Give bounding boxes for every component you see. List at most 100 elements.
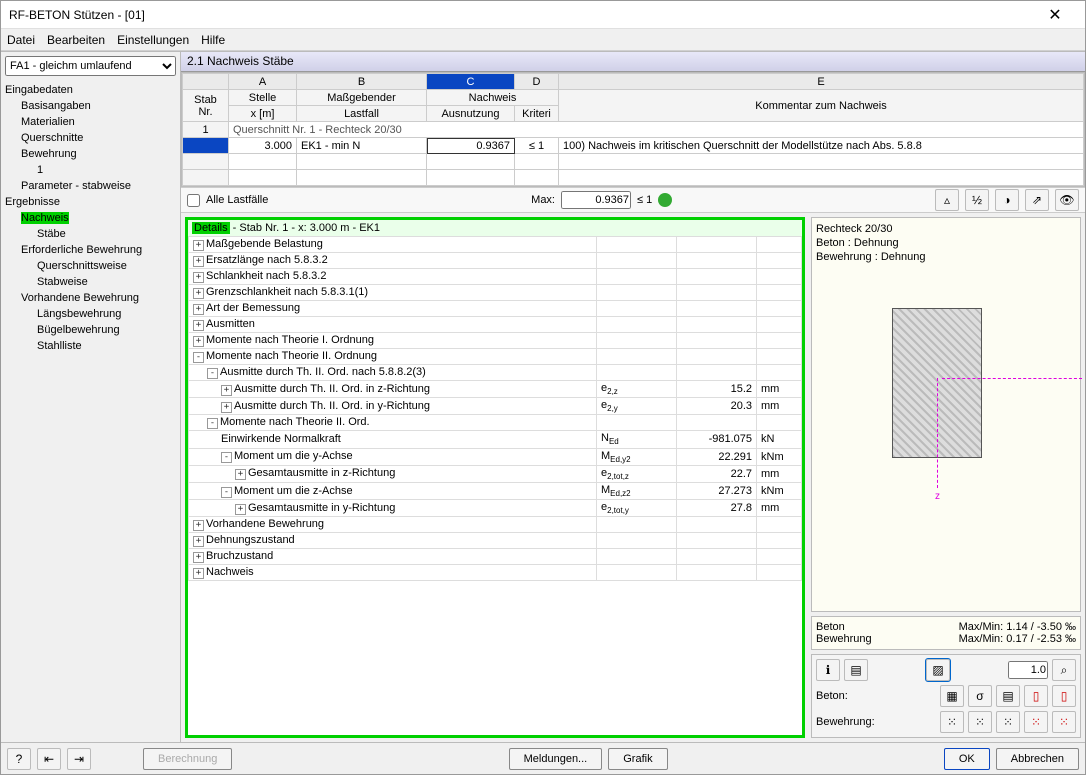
col-d[interactable]: D <box>515 74 559 90</box>
ok-button[interactable]: OK <box>944 748 990 770</box>
tree-stahlliste[interactable]: Stahlliste <box>5 338 176 354</box>
cross-section-view[interactable]: Rechteck 20/30 Beton : Dehnung Bewehrung… <box>811 217 1081 612</box>
all-loadcases-checkbox[interactable] <box>187 194 200 207</box>
tree-buegelbewehrung[interactable]: Bügelbewehrung <box>5 322 176 338</box>
tree-ergebnisse[interactable]: Ergebnisse <box>5 194 176 210</box>
col-c[interactable]: C <box>427 74 515 90</box>
details-row[interactable]: +Grenzschlankheit nach 5.8.3.1(1) <box>189 285 802 301</box>
details-row[interactable]: +Ausmitte durch Th. II. Ord. in y-Richtu… <box>189 398 802 415</box>
beton-opt-4[interactable]: ▯ <box>1024 685 1048 707</box>
details-row[interactable]: -Momente nach Theorie II. Ordnung <box>189 349 802 365</box>
menu-hilfe[interactable]: Hilfe <box>201 33 225 47</box>
bew-opt-3[interactable]: ⁙ <box>996 711 1020 733</box>
details-table[interactable]: +Maßgebende Belastung+Ersatzlänge nach 5… <box>188 236 802 581</box>
expand-icon[interactable]: + <box>193 272 204 283</box>
meldungen-button[interactable]: Meldungen... <box>509 748 603 770</box>
beton-opt-3[interactable]: ▤ <box>996 685 1020 707</box>
details-row[interactable]: +Ersatzlänge nach 5.8.3.2 <box>189 253 802 269</box>
expand-icon[interactable]: + <box>221 385 232 396</box>
details-row[interactable]: +Vorhandene Bewehrung <box>189 517 802 533</box>
expand-icon[interactable]: + <box>193 568 204 579</box>
expand-icon[interactable]: + <box>193 256 204 267</box>
tree-eingabedaten[interactable]: Eingabedaten <box>5 82 176 98</box>
details-row[interactable]: -Ausmitte durch Th. II. Ord. nach 5.8.8.… <box>189 365 802 381</box>
details-row[interactable]: +Ausmitten <box>189 317 802 333</box>
expand-icon[interactable]: + <box>193 520 204 531</box>
tree-laengsbewehrung[interactable]: Längsbewehrung <box>5 306 176 322</box>
max-value[interactable] <box>561 191 631 209</box>
filter-icon-3[interactable]: ◑ <box>995 189 1019 211</box>
bew-opt-1[interactable]: ⁙ <box>940 711 964 733</box>
col-e[interactable]: E <box>559 74 1084 90</box>
import-icon[interactable]: ⇥ <box>67 748 91 770</box>
close-icon[interactable]: ✕ <box>1033 1 1077 29</box>
zoom-input[interactable] <box>1008 661 1048 679</box>
expand-icon[interactable]: + <box>221 402 232 413</box>
collapse-icon[interactable]: - <box>221 452 232 463</box>
tree-nachweis[interactable]: Nachweis <box>21 212 69 224</box>
beton-opt-5[interactable]: ▯ <box>1052 685 1076 707</box>
collapse-icon[interactable]: - <box>193 352 204 363</box>
details-row[interactable]: +Gesamtausmitte in y-Richtunge2,tot,y27.… <box>189 500 802 517</box>
export-icon[interactable]: ⇤ <box>37 748 61 770</box>
case-selector[interactable]: FA1 - gleichm umlaufend <box>5 56 176 76</box>
abbrechen-button[interactable]: Abbrechen <box>996 748 1079 770</box>
details-row[interactable]: +Schlankheit nach 5.8.3.2 <box>189 269 802 285</box>
filter-icon-4[interactable]: ⇗ <box>1025 189 1049 211</box>
collapse-icon[interactable]: - <box>221 487 232 498</box>
grid-data-row[interactable]: 3.000 EK1 - min N 0.9367 ≤ 1 100) Nachwe… <box>183 138 1084 154</box>
tree-querschnittsweise[interactable]: Querschnittsweise <box>5 258 176 274</box>
collapse-icon[interactable]: - <box>207 418 218 429</box>
beton-opt-1[interactable]: ▦ <box>940 685 964 707</box>
bew-opt-5[interactable]: ⁙ <box>1052 711 1076 733</box>
expand-icon[interactable]: + <box>193 320 204 331</box>
expand-icon[interactable]: + <box>235 469 246 480</box>
col-a[interactable]: A <box>229 74 297 90</box>
details-row[interactable]: +Gesamtausmitte in z-Richtunge2,tot,z22.… <box>189 465 802 482</box>
details-row[interactable]: -Momente nach Theorie II. Ord. <box>189 415 802 431</box>
tree-staebe[interactable]: Stäbe <box>5 226 176 242</box>
expand-icon[interactable]: + <box>193 336 204 347</box>
beton-opt-2[interactable]: σ <box>968 685 992 707</box>
details-row[interactable]: +Bruchzustand <box>189 549 802 565</box>
tree-materialien[interactable]: Materialien <box>5 114 176 130</box>
zoom-icon[interactable]: ⌕ <box>1052 659 1076 681</box>
grid-group-row[interactable]: 1 Querschnitt Nr. 1 - Rechteck 20/30 <box>183 122 1084 138</box>
filter-icon-2[interactable]: ½ <box>965 189 989 211</box>
details-row[interactable]: Einwirkende NormalkraftNEd-981.075kN <box>189 431 802 448</box>
menu-datei[interactable]: Datei <box>7 33 35 47</box>
details-row[interactable]: +Maßgebende Belastung <box>189 237 802 253</box>
expand-icon[interactable]: + <box>193 552 204 563</box>
details-row[interactable]: +Dehnungszustand <box>189 533 802 549</box>
expand-icon[interactable]: + <box>193 304 204 315</box>
grafik-button[interactable]: Grafik <box>608 748 667 770</box>
tree-bewehrung[interactable]: Bewehrung <box>5 146 176 162</box>
col-b[interactable]: B <box>297 74 427 90</box>
expand-icon[interactable]: + <box>235 504 246 515</box>
expand-icon[interactable]: + <box>193 536 204 547</box>
help-icon[interactable]: ? <box>7 748 31 770</box>
tree-erf-bewehrung[interactable]: Erforderliche Bewehrung <box>5 242 176 258</box>
tree-stabweise[interactable]: Stabweise <box>5 274 176 290</box>
tree-bewehrung-1[interactable]: 1 <box>5 162 176 178</box>
info-icon[interactable]: ℹ <box>816 659 840 681</box>
tree-basisangaben[interactable]: Basisangaben <box>5 98 176 114</box>
details-row[interactable]: -Moment um die y-AchseMEd,y222.291kNm <box>189 448 802 465</box>
collapse-icon[interactable]: - <box>207 368 218 379</box>
details-row[interactable]: -Moment um die z-AchseMEd,z227.273kNm <box>189 482 802 499</box>
expand-icon[interactable]: + <box>193 288 204 299</box>
bew-opt-2[interactable]: ⁙ <box>968 711 992 733</box>
bew-opt-4[interactable]: ⁙ <box>1024 711 1048 733</box>
details-row[interactable]: +Ausmitte durch Th. II. Ord. in z-Richtu… <box>189 381 802 398</box>
view-icon[interactable]: 👁 <box>1055 189 1079 211</box>
menu-einstellungen[interactable]: Einstellungen <box>117 33 189 47</box>
filter-icon-1[interactable]: ▵ <box>935 189 959 211</box>
expand-icon[interactable]: + <box>193 240 204 251</box>
menu-bearbeiten[interactable]: Bearbeiten <box>47 33 105 47</box>
hatch-icon[interactable]: ▨ <box>926 659 950 681</box>
tree-parameter[interactable]: Parameter - stabweise <box>5 178 176 194</box>
details-row[interactable]: +Art der Bemessung <box>189 301 802 317</box>
results-grid[interactable]: A B C D E StabNr. Stelle Maßgebender Nac… <box>181 72 1085 187</box>
tree-querschnitte[interactable]: Querschnitte <box>5 130 176 146</box>
tree-vorh-bewehrung[interactable]: Vorhandene Bewehrung <box>5 290 176 306</box>
